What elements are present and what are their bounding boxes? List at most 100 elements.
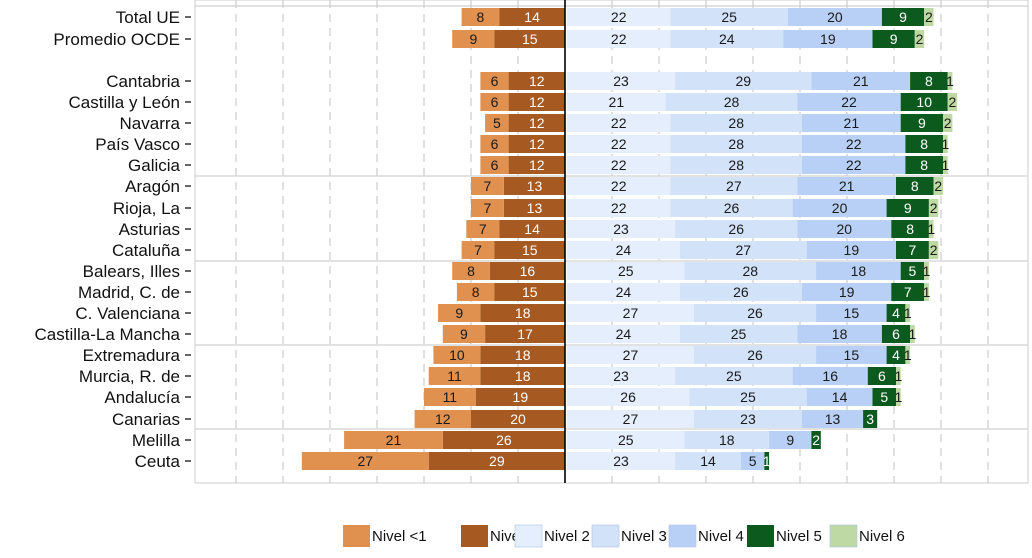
bar-nivel-2-navarra [567,114,671,132]
value-label: 25 [726,368,742,384]
value-label: 2 [812,432,820,448]
bar-nivel-1-balears-illes [452,262,490,280]
bar-nivel-1-castilla-y-leon [480,93,509,111]
bar-nivel-1-extremadura [480,346,565,364]
bar-nivel-5-cataluna [896,241,929,259]
value-label: 24 [616,242,632,258]
value-label: 15 [522,31,538,47]
bar-nivel-1-total-ue [461,8,500,26]
group-separators [195,5,1028,430]
bar-nivel-4-madrid-c-de [802,283,892,301]
bar-nivel-6-promedio-ocde [914,30,925,48]
bar-nivel-5-rioja-la [886,199,929,217]
value-label: 26 [733,284,749,300]
bar-nivel-3-murcia-r-de [675,367,793,385]
legend-swatch-nivel-1 [343,525,370,547]
bar-nivel-1-asturias [499,220,565,238]
bar-nivel-2-extremadura [567,346,694,364]
bar-nivel-4-pais-vasco [802,135,906,153]
value-label: 6 [878,368,886,384]
bar-nivel-4-ceuta [740,452,765,470]
bar-nivel-6-rioja-la [928,199,939,217]
value-label: 6 [892,326,900,342]
bar-nivel-1-castilla-y-leon [508,93,565,111]
value-label: 22 [846,157,862,173]
bar-nivel-3-castilla-y-leon [665,93,798,111]
value-label: 1 [923,284,931,300]
bar-nivel-2-pais-vasco [567,135,671,153]
value-label: 19 [820,31,836,47]
bar-nivel-5-extremadura [886,346,906,364]
value-label: 23 [740,411,756,427]
value-label: 25 [721,9,737,25]
bar-nivel-5-cantabria [910,72,948,90]
bar-nivel-3-promedio-ocde [670,30,784,48]
bar-nivel-4-galicia [802,156,906,174]
bar-nivel-3-andalucia [689,388,807,406]
category-label: Rioja, La [113,199,181,218]
legend-swatch-nivel-1 [461,525,488,547]
bar-nivel-5-total-ue [881,8,925,26]
category-label: Castilla-La Mancha [34,325,180,344]
bar-nivel-3-aragon [670,177,798,195]
value-label: 15 [522,284,538,300]
bar-nivel-1-rioja-la [503,199,565,217]
value-label: 19 [839,284,855,300]
legend-swatch-nivel-3 [591,524,620,548]
bar-nivel-2-galicia [567,156,671,174]
bar-nivel-1-galicia [508,156,565,174]
value-label: 19 [513,389,529,405]
bar-nivel-6-total-ue [924,8,934,26]
value-label: 22 [611,31,627,47]
bar-nivel-1-murcia-r-de [480,367,565,385]
value-label: 11 [443,389,458,405]
legend: Nivel <1 Nivel 1 Nivel 2 Nivel 3 Nivel 4 Nive… [343,524,905,548]
bar-nivel-1-andalucia [475,388,565,406]
value-label: 1 [904,347,912,363]
bar-nivel-5-melilla [811,431,821,449]
value-label: 18 [515,305,531,321]
value-label: 7 [904,284,912,300]
value-label: 12 [529,73,545,89]
category-label: Ceuta [135,452,181,471]
category-label: Canarias [112,410,180,429]
value-label: 22 [846,136,862,152]
value-label: 17 [517,326,533,342]
bar-nivel-6-aragon [933,177,943,195]
bar-nivel-5-asturias [891,220,929,238]
value-label: 13 [825,411,841,427]
value-label: 10 [449,347,465,363]
bar-nivel-1-madrid-c-de [494,283,565,301]
bar-nivel-5-promedio-ocde [872,30,915,48]
bar-nivel-6-galicia [943,156,948,174]
bar-nivel-1-madrid-c-de [456,283,495,301]
value-label: 13 [527,178,543,194]
value-label: 2 [930,200,938,216]
value-label: 22 [611,115,627,131]
category-label: Asturias [119,220,180,239]
value-label: 22 [841,94,857,110]
bar-nivel-5-ceuta [764,452,770,470]
value-label: 8 [911,178,919,194]
bar-nivel-3-rioja-la [670,199,793,217]
value-label: 9 [786,432,794,448]
legend-swatch-nivel-5 [747,525,774,547]
bar-nivel-5-balears-illes [900,262,925,280]
value-label: 27 [735,242,751,258]
value-label: 9 [469,31,477,47]
bar-nivel-1-murcia-r-de [428,367,481,385]
value-label: 8 [920,157,928,173]
value-label: 24 [719,31,735,47]
value-label: 27 [623,411,639,427]
category-label: Promedio OCDE [53,30,180,49]
value-label: 14 [524,9,540,25]
bar-nivel-4-total-ue [787,8,882,26]
value-label: 21 [609,94,625,110]
value-label: 7 [479,221,487,237]
value-label: 6 [491,157,499,173]
value-label: 28 [728,136,744,152]
bar-nivel-6-balears-illes [924,262,929,280]
value-label: 9 [460,326,468,342]
bar-nivel-3-asturias [675,220,798,238]
